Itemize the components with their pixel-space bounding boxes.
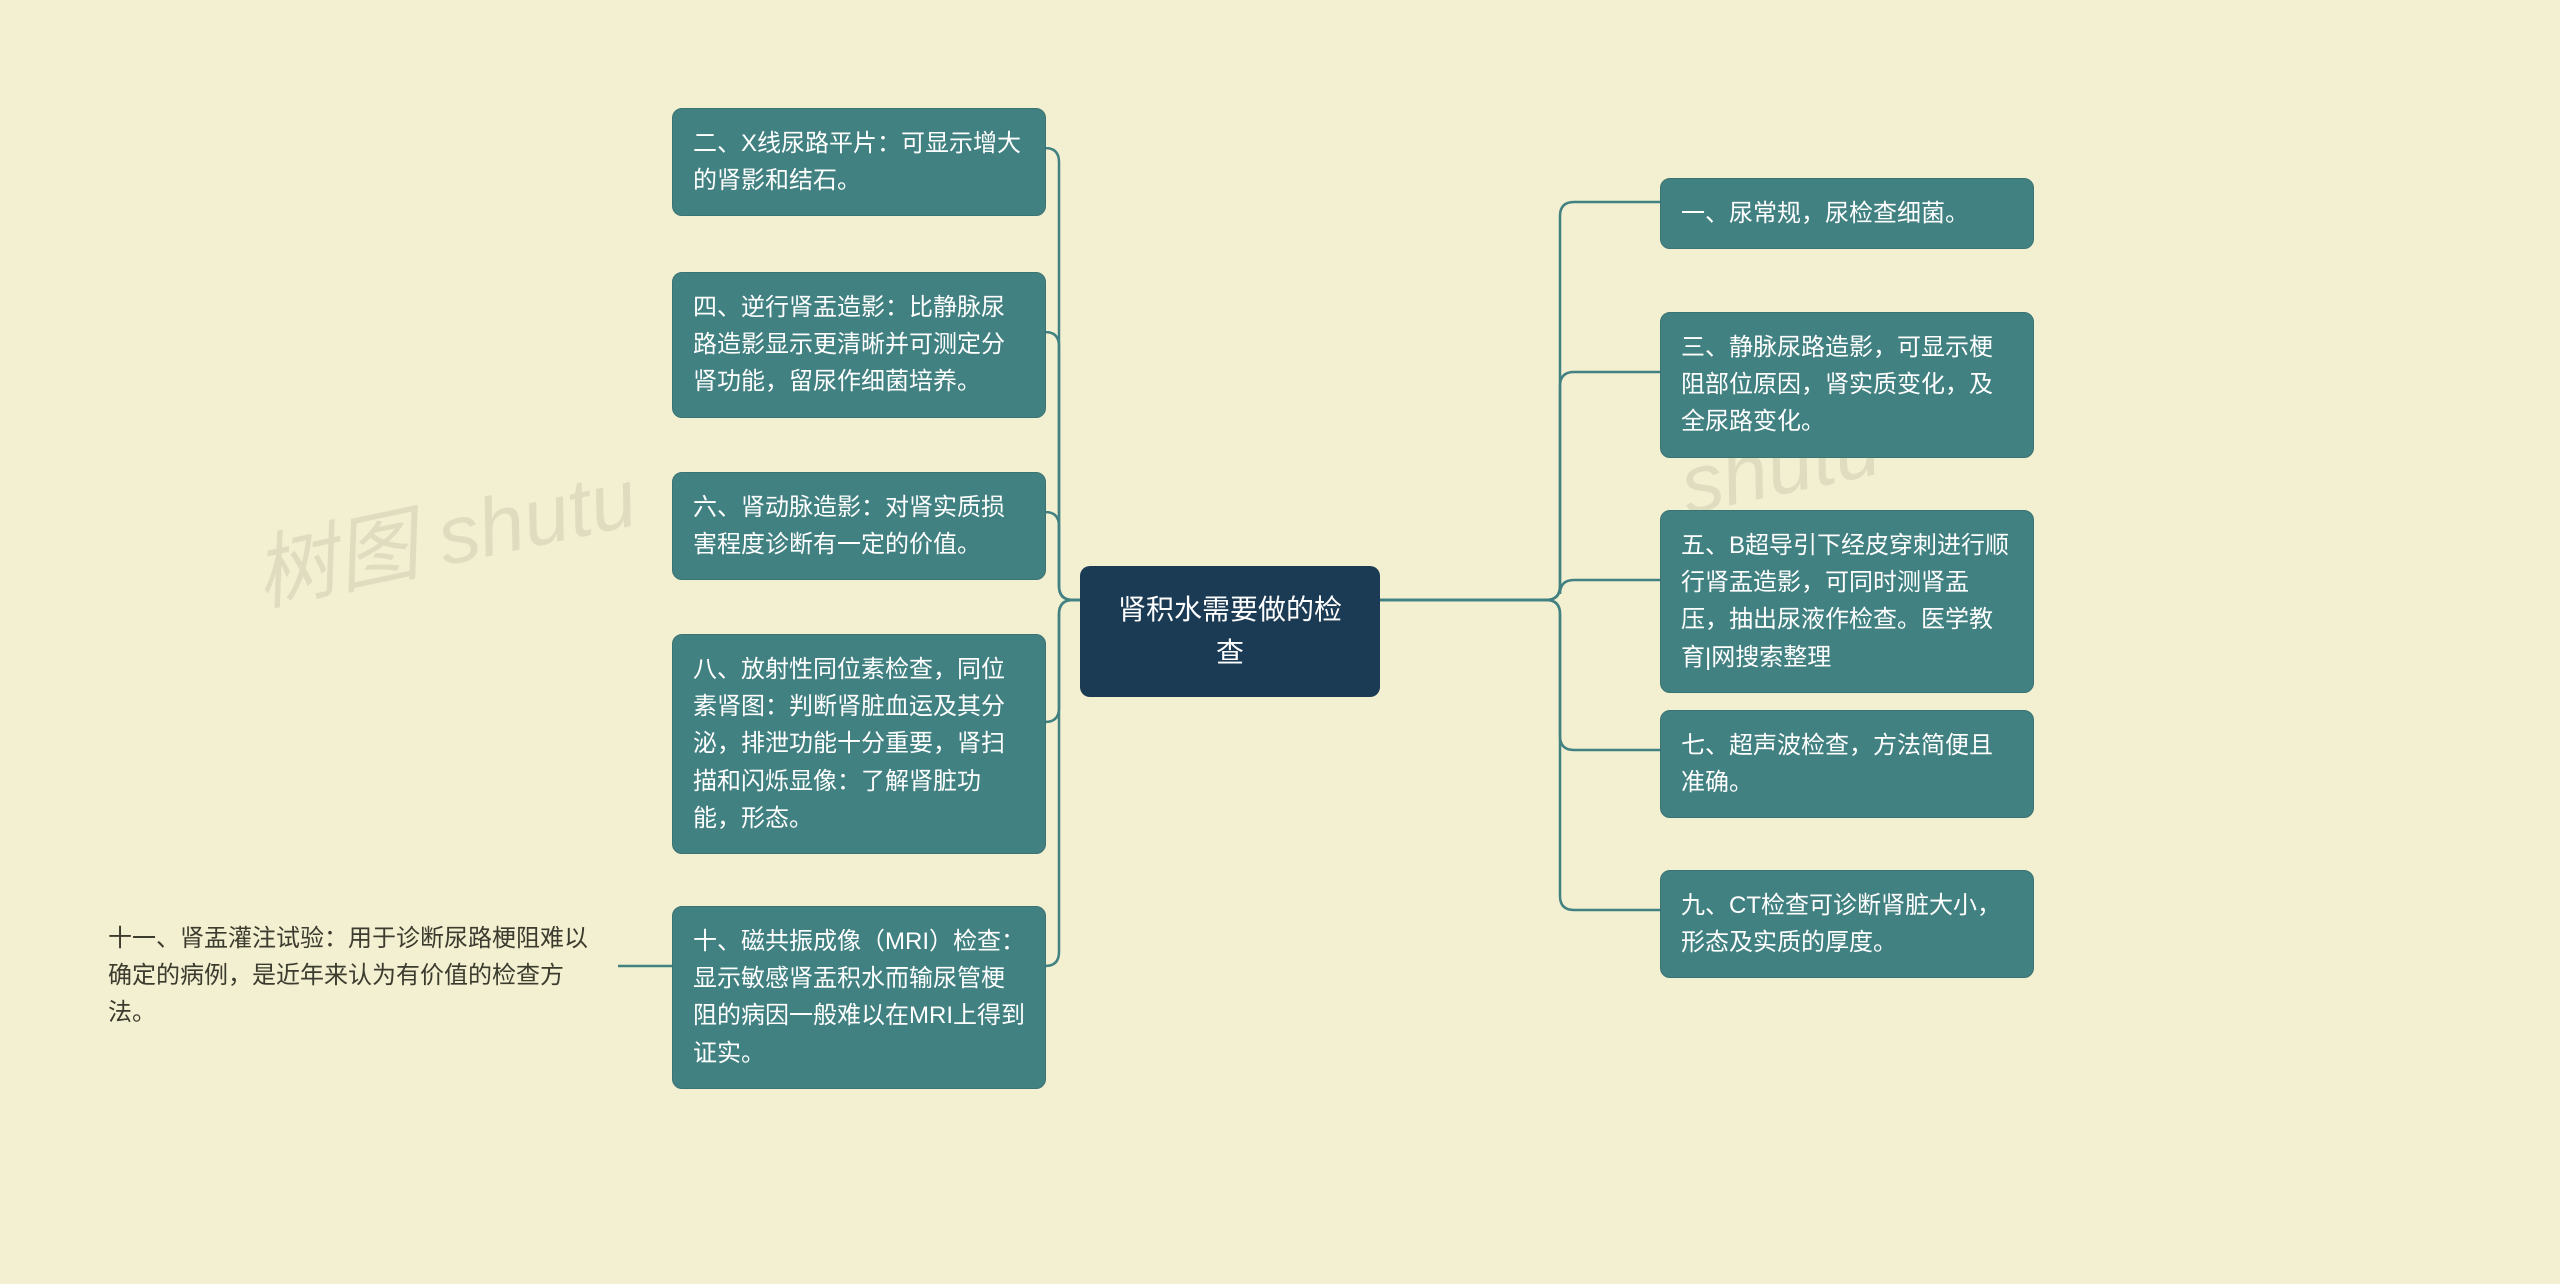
center-node: 肾积水需要做的检查 bbox=[1080, 566, 1380, 697]
node-7: 七、超声波检查，方法简便且准确。 bbox=[1660, 710, 2034, 818]
node-1: 一、尿常规，尿检查细菌。 bbox=[1660, 178, 2034, 249]
watermark-1: 树图 shutu bbox=[242, 431, 646, 628]
node-6: 六、肾动脉造影：对肾实质损害程度诊断有一定的价值。 bbox=[672, 472, 1046, 580]
node-11: 十一、肾盂灌注试验：用于诊断尿路梗阻难以确定的病例，是近年来认为有价值的检查方法… bbox=[88, 904, 618, 1048]
node-5: 五、B超导引下经皮穿刺进行顺行肾盂造影，可同时测肾盂压，抽出尿液作检查。医学教育… bbox=[1660, 510, 2034, 693]
node-9: 九、CT检查可诊断肾脏大小，形态及实质的厚度。 bbox=[1660, 870, 2034, 978]
node-3: 三、静脉尿路造影，可显示梗阻部位原因，肾实质变化，及全尿路变化。 bbox=[1660, 312, 2034, 458]
node-2: 二、X线尿路平片：可显示增大的肾影和结石。 bbox=[672, 108, 1046, 216]
node-4: 四、逆行肾盂造影：比静脉尿路造影显示更清晰并可测定分肾功能，留尿作细菌培养。 bbox=[672, 272, 1046, 418]
node-10: 十、磁共振成像（MRI）检查：显示敏感肾盂积水而输尿管梗阻的病因一般难以在MRI… bbox=[672, 906, 1046, 1089]
node-8: 八、放射性同位素检查，同位素肾图：判断肾脏血运及其分泌，排泄功能十分重要，肾扫描… bbox=[672, 634, 1046, 854]
